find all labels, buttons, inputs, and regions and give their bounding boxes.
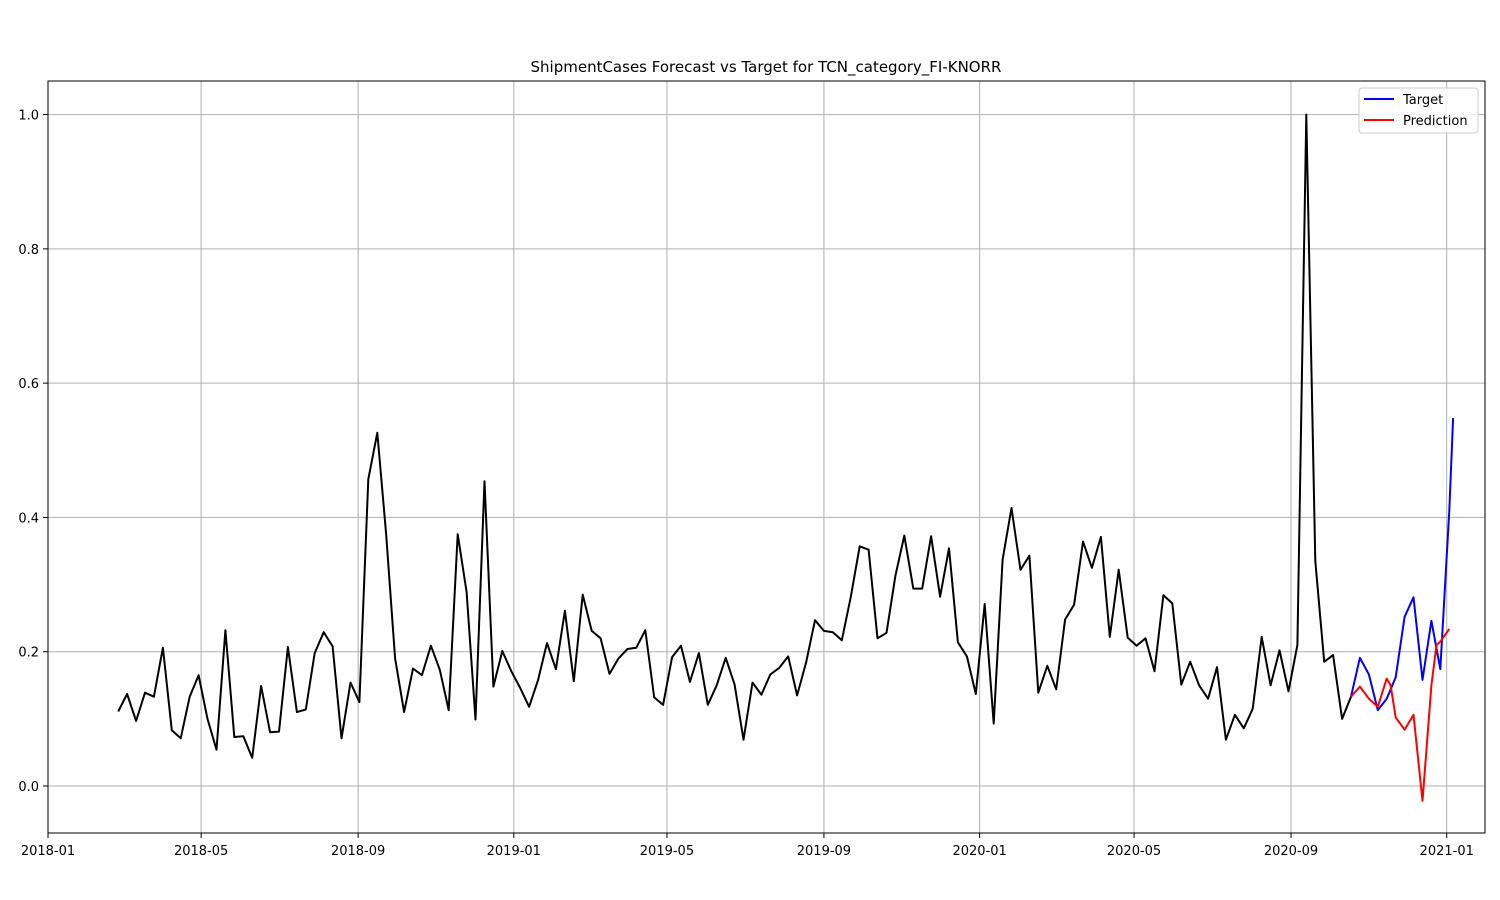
- history-line: [117, 113, 1352, 759]
- y-tick-label: 0.0: [18, 780, 39, 795]
- x-tick-label: 2018-09: [331, 844, 385, 859]
- target-line: [1350, 418, 1455, 712]
- x-tick-label: 2018-05: [174, 844, 228, 859]
- x-tick-label: 2019-01: [487, 844, 541, 859]
- chart-title: ShipmentCases Forecast vs Target for TCN…: [531, 58, 1002, 77]
- x-tick-label: 2020-01: [952, 844, 1006, 859]
- x-tick-label: 2020-05: [1107, 844, 1161, 859]
- y-tick-label: 0.2: [18, 646, 39, 661]
- y-tick-label: 0.4: [18, 511, 39, 526]
- y-tick-label: 0.6: [18, 377, 39, 392]
- x-axis-ticks: 2018-01 2018-05 2018-09 2019-01 2019-05 2019-…: [21, 833, 1474, 859]
- legend: Target Prediction: [1358, 87, 1479, 134]
- x-tick-label: 2019-05: [640, 844, 694, 859]
- x-tick-label: 2018-01: [21, 844, 75, 859]
- prediction-line: [1350, 628, 1451, 802]
- x-tick-label: 2020-09: [1264, 844, 1318, 859]
- series-lines: [117, 113, 1455, 802]
- legend-label-target: Target: [1402, 93, 1443, 108]
- plot-frame: [47, 80, 1486, 834]
- x-tick-label: 2021-01: [1420, 844, 1474, 859]
- y-tick-label: 0.8: [18, 243, 39, 258]
- x-tick-label: 2019-09: [797, 844, 851, 859]
- legend-label-prediction: Prediction: [1403, 114, 1468, 129]
- y-tick-label: 1.0: [18, 109, 39, 124]
- y-axis-ticks: 0.0 0.2 0.4 0.6 0.8 1.0: [18, 109, 48, 795]
- grid: [47, 81, 1485, 833]
